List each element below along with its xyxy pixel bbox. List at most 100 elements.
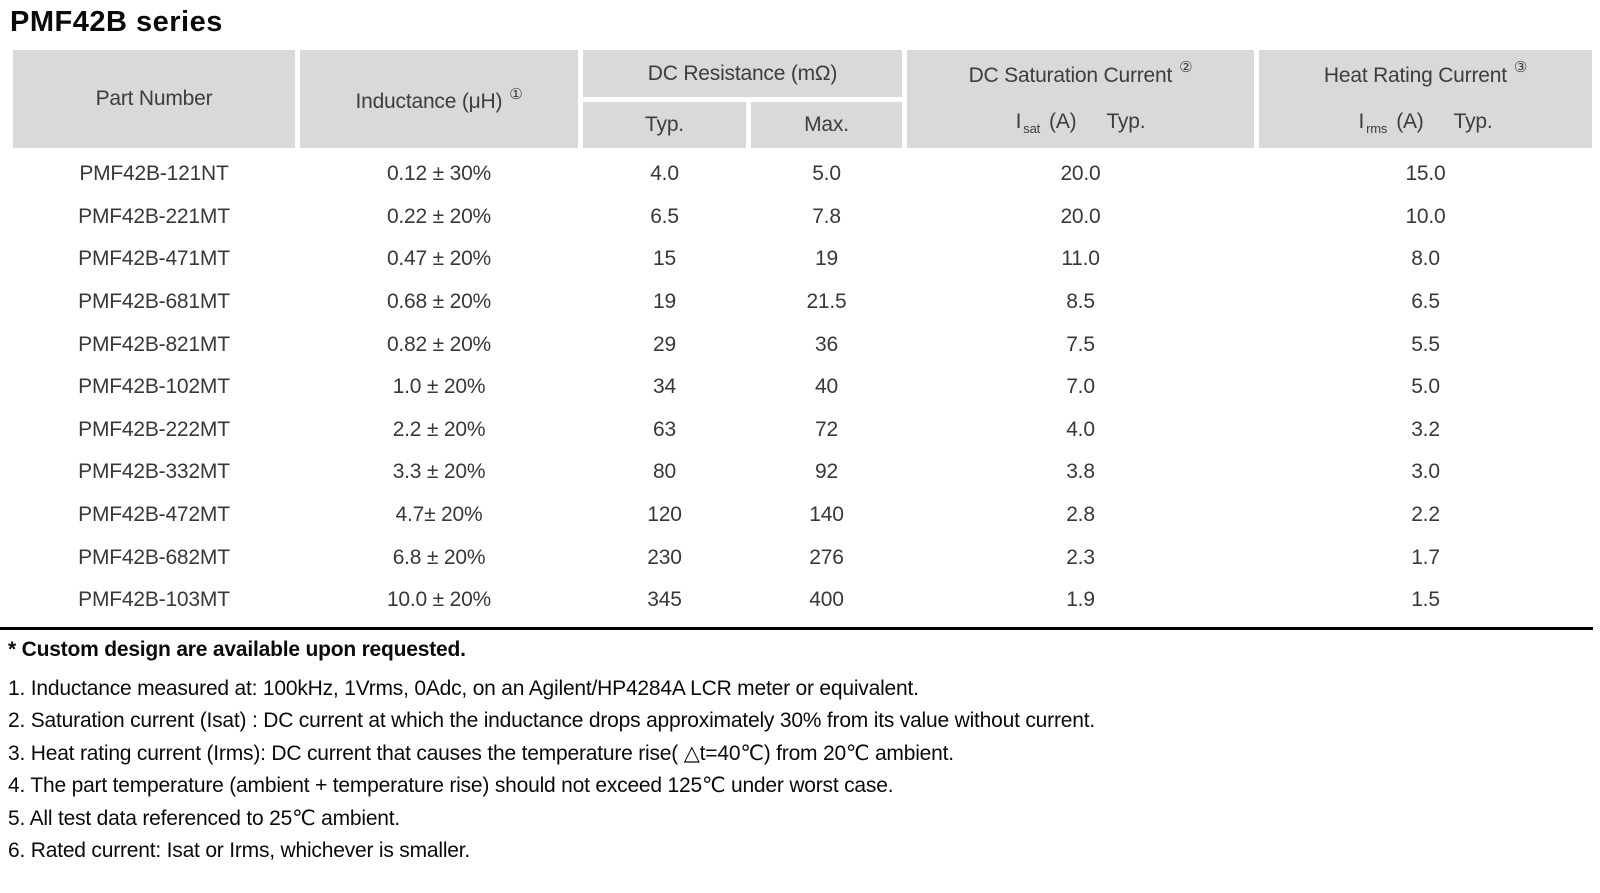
col-header-part-number: Part Number (8, 45, 300, 153)
cell-isat: 2.8 (904, 493, 1257, 537)
table-row: PMF42B-332MT 3.3 ± 20% 80 92 3.8 3.0 (10, 451, 1595, 494)
cell-inductance: 0.12 ± 30% (297, 150, 581, 196)
cell-dcr-typ: 34 (580, 365, 749, 409)
spec-table-header: Part Number Inductance (μH) ① DC Resistan… (8, 45, 1597, 153)
cell-irms: 8.0 (1256, 238, 1595, 281)
cell-part-number: PMF42B-332MT (10, 451, 298, 494)
cell-dcr-typ: 29 (580, 323, 749, 366)
cell-dcr-max: 7.8 (748, 195, 905, 239)
cell-part-number: PMF42B-221MT (10, 195, 298, 239)
isat-symbol-subscript: sat (1023, 120, 1041, 136)
isat-unit: (A) (1049, 110, 1077, 133)
cell-dcr-typ: 15 (580, 238, 749, 281)
cell-dcr-typ: 4.0 (580, 150, 749, 196)
cell-isat: 8.5 (904, 280, 1257, 324)
cell-inductance: 4.7± 20% (297, 493, 581, 537)
cell-inductance: 0.47 ± 20% (297, 238, 581, 281)
dc-resistance-label: DC Resistance (mΩ) (647, 61, 838, 85)
cell-part-number: PMF42B-821MT (10, 323, 298, 366)
table-row: PMF42B-821MT 0.82 ± 20% 29 36 7.5 5.5 (10, 323, 1595, 366)
cell-inductance: 0.22 ± 20% (297, 195, 581, 239)
cell-isat: 7.5 (904, 323, 1257, 366)
cell-inductance: 0.82 ± 20% (297, 323, 581, 366)
irms-symbol-subscript: rms (1366, 120, 1388, 136)
cell-inductance: 6.8 ± 20% (297, 536, 581, 579)
cell-inductance: 3.3 ± 20% (297, 451, 581, 494)
spec-table-body: PMF42B-121NT 0.12 ± 30% 4.0 5.0 20.0 15.… (10, 150, 1595, 622)
table-row: PMF42B-102MT 1.0 ± 20% 34 40 7.0 5.0 (10, 365, 1595, 409)
cell-irms: 6.5 (1256, 280, 1595, 324)
cell-part-number: PMF42B-682MT (10, 536, 298, 579)
inductance-label: Inductance (μH) (355, 89, 503, 113)
cell-dcr-typ: 80 (580, 451, 749, 494)
spec-table: Part Number Inductance (μH) ① DC Resistan… (8, 45, 1597, 622)
irms-unit: (A) (1396, 110, 1424, 133)
cell-part-number: PMF42B-102MT (10, 365, 298, 409)
cell-irms: 2.2 (1256, 493, 1595, 537)
footnotes-list: 1. Inductance measured at: 100kHz, 1Vrms… (8, 673, 1588, 867)
cell-irms: 15.0 (1256, 150, 1595, 196)
table-row: PMF42B-471MT 0.47 ± 20% 15 19 11.0 8.0 (10, 238, 1595, 281)
cell-irms: 5.0 (1256, 365, 1595, 409)
footnote-4: 4. The part temperature (ambient + tempe… (8, 774, 894, 798)
cell-dcr-max: 36 (748, 323, 905, 366)
irms-qualifier: Typ. (1453, 110, 1493, 133)
cell-inductance: 2.2 ± 20% (297, 408, 581, 452)
cell-dcr-typ: 230 (580, 536, 749, 579)
cell-irms: 1.7 (1256, 536, 1595, 579)
cell-dcr-max: 72 (748, 408, 905, 452)
irms-symbol: I (1358, 110, 1365, 133)
cell-dcr-max: 19 (748, 238, 905, 281)
cell-dcr-typ: 6.5 (580, 195, 749, 239)
cell-dcr-typ: 19 (580, 280, 749, 324)
col-header-dcr-max: Max. (746, 97, 907, 153)
cell-dcr-typ: 345 (580, 578, 749, 622)
table-row: PMF42B-681MT 0.68 ± 20% 19 21.5 8.5 6.5 (10, 280, 1595, 324)
cell-part-number: PMF42B-222MT (10, 408, 298, 452)
isat-qualifier: Typ. (1106, 110, 1146, 133)
saturation-header-line1: DC Saturation Current ② (907, 53, 1254, 99)
table-row: PMF42B-682MT 6.8 ± 20% 230 276 2.3 1.7 (10, 536, 1595, 579)
cell-isat: 4.0 (904, 408, 1257, 452)
cell-irms: 5.5 (1256, 323, 1595, 366)
cell-part-number: PMF42B-103MT (10, 578, 298, 622)
cell-irms: 10.0 (1256, 195, 1595, 239)
cell-dcr-typ: 63 (580, 408, 749, 452)
table-row: PMF42B-121NT 0.12 ± 30% 4.0 5.0 20.0 15.… (10, 150, 1595, 196)
cell-dcr-max: 140 (748, 493, 905, 537)
note-ref-3-icon: ③ (1513, 59, 1528, 76)
page-title: PMF42B series (10, 6, 223, 38)
cell-dcr-max: 21.5 (748, 280, 905, 324)
note-ref-1-icon: ① (509, 85, 523, 103)
isat-symbol: I (1015, 110, 1022, 133)
cell-isat: 20.0 (904, 150, 1257, 196)
cell-inductance: 0.68 ± 20% (297, 280, 581, 324)
cell-part-number: PMF42B-471MT (10, 238, 298, 281)
cell-part-number: PMF42B-472MT (10, 493, 298, 537)
cell-dcr-max: 5.0 (748, 150, 905, 196)
cell-irms: 3.2 (1256, 408, 1595, 452)
table-row: PMF42B-472MT 4.7± 20% 120 140 2.8 2.2 (10, 493, 1595, 537)
footnote-6: 6. Rated current: Isat or Irms, whicheve… (8, 839, 471, 863)
heat-header-line1: Heat Rating Current ③ (1259, 53, 1592, 99)
custom-design-note: * Custom design are available upon reque… (8, 638, 466, 661)
col-header-dcr-typ: Typ. (578, 97, 751, 153)
footnote-1: 1. Inductance measured at: 100kHz, 1Vrms… (8, 677, 919, 700)
saturation-label: DC Saturation Current (968, 64, 1173, 87)
cell-inductance: 10.0 ± 20% (297, 578, 581, 622)
cell-dcr-max: 400 (748, 578, 905, 622)
footnote-3: 3. Heat rating current (Irms): DC curren… (8, 741, 954, 765)
cell-irms: 1.5 (1256, 578, 1595, 622)
cell-dcr-max: 276 (748, 536, 905, 579)
table-row: PMF42B-221MT 0.22 ± 20% 6.5 7.8 20.0 10.… (10, 195, 1595, 239)
cell-isat: 7.0 (904, 365, 1257, 409)
cell-part-number: PMF42B-681MT (10, 280, 298, 324)
col-header-inductance: Inductance (μH) ① (295, 45, 583, 153)
heat-label: Heat Rating Current (1323, 64, 1507, 87)
cell-isat: 3.8 (904, 451, 1257, 494)
part-number-label: Part Number (95, 87, 213, 110)
